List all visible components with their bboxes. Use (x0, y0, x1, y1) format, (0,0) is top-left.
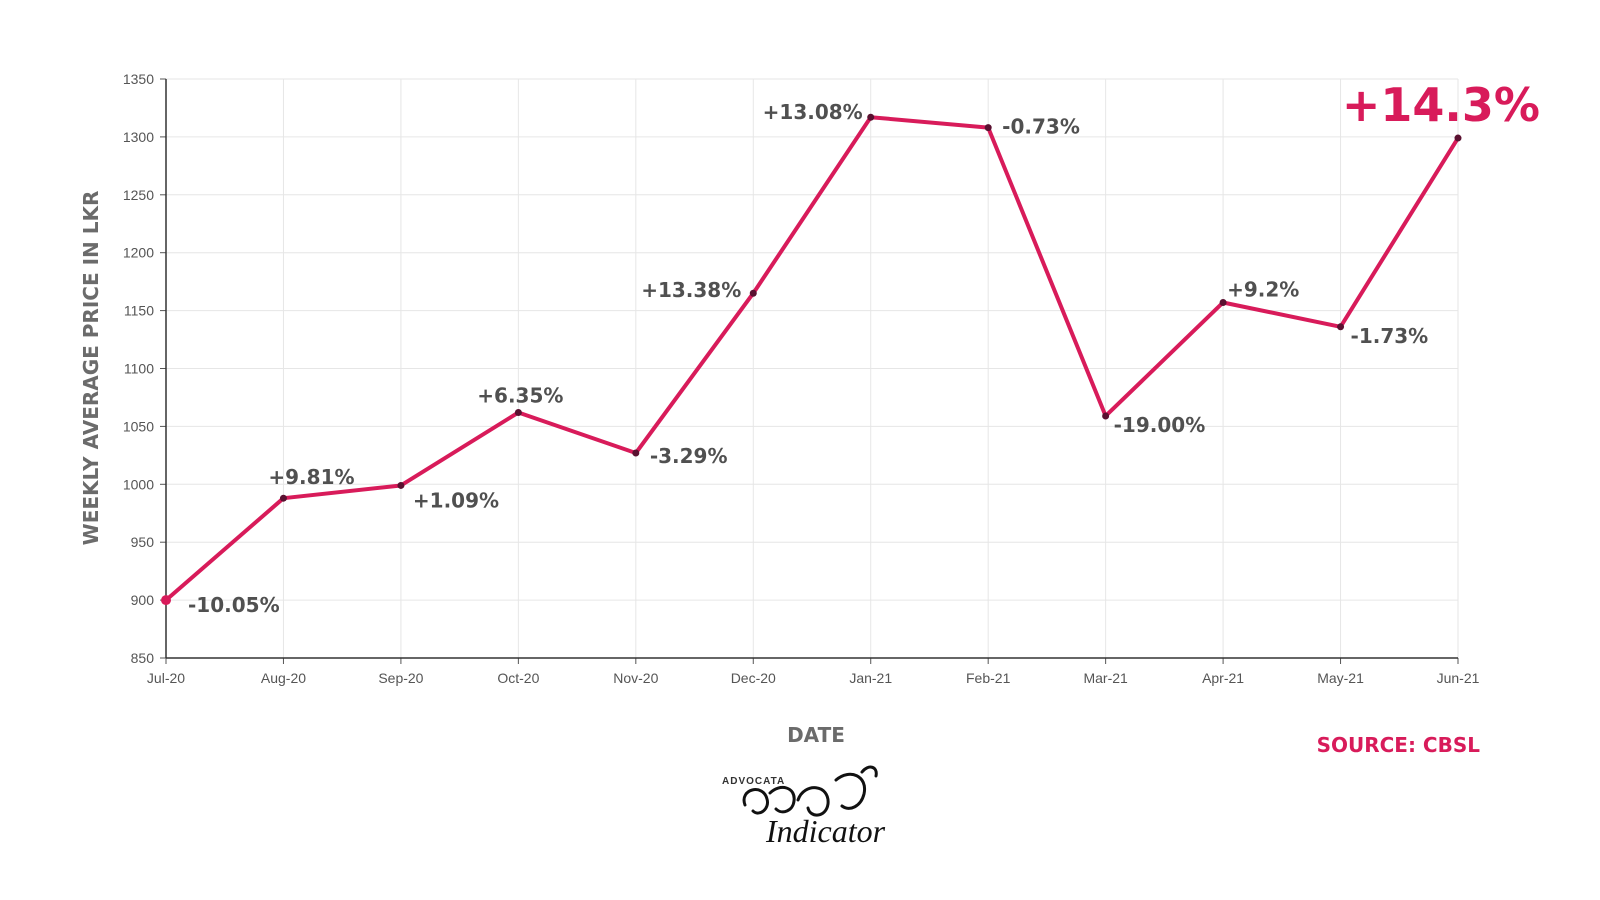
x-tick-label: Oct-20 (497, 670, 539, 686)
data-point (1219, 298, 1227, 306)
y-tick-label: 850 (131, 650, 155, 666)
x-tick-label: Aug-20 (261, 670, 306, 686)
y-tick-label: 1100 (124, 361, 154, 377)
logo-brand-text: ADVOCATA (722, 776, 785, 787)
x-tick-label: May-21 (1317, 670, 1364, 686)
y-tick-label: 1150 (124, 303, 154, 319)
data-point (1454, 134, 1462, 142)
data-labels: -10.05% +9.81% +1.09% +6.35% -3.29% +13.38% +1… (188, 78, 1540, 617)
series-line-group (164, 115, 1460, 603)
data-point (161, 595, 171, 606)
data-point (279, 494, 287, 502)
y-tick-labels: 850 900 950 1000 1050 1100 1150 1200 1250 1300 135… (123, 71, 154, 666)
data-label: -3.29% (650, 444, 728, 468)
x-tick-label: Apr-21 (1202, 670, 1244, 686)
logo-script-mark (742, 765, 878, 817)
y-tick-label: 1300 (123, 129, 154, 145)
data-label-highlight: +14.3% (1342, 78, 1540, 132)
x-tick-label: Jan-21 (849, 670, 892, 686)
x-tick-label: Mar-21 (1083, 670, 1128, 686)
y-tick-label: 1050 (123, 418, 154, 434)
data-point (867, 113, 875, 121)
x-tick-label: Jul-20 (147, 670, 185, 686)
logo-word-text: Indicator (765, 813, 886, 849)
advocata-logo: ADVOCATA Indicator (722, 765, 886, 849)
x-tick-labels: Jul-20 Aug-20 Sep-20 Oct-20 Nov-20 Dec-20 Jan-… (147, 670, 1480, 686)
series-line (164, 115, 1460, 603)
y-tick-label: 1200 (123, 245, 154, 261)
data-label: +6.35% (477, 384, 563, 408)
data-point (1337, 323, 1345, 331)
data-points (161, 113, 1462, 606)
data-point (397, 481, 405, 489)
y-tick-label: 1350 (123, 71, 154, 87)
gridlines (165, 78, 1459, 659)
data-point (1102, 412, 1110, 420)
data-point (632, 449, 640, 457)
axes (160, 78, 1459, 664)
y-tick-label: 950 (131, 534, 155, 550)
data-label: +1.09% (413, 488, 499, 512)
y-tick-label: 900 (131, 592, 155, 608)
x-tick-label: Dec-20 (731, 670, 776, 686)
data-label: -19.00% (1114, 413, 1206, 437)
data-point (984, 124, 992, 132)
data-label: +13.38% (641, 278, 741, 302)
data-point (749, 289, 757, 297)
y-axis-title: WEEKLY AVERAGE PRICE IN LKR (79, 191, 103, 546)
data-label: -0.73% (1002, 115, 1080, 139)
x-tick-label: Nov-20 (613, 670, 658, 686)
data-label: +9.81% (268, 465, 354, 489)
x-axis-title: DATE (787, 723, 845, 747)
data-point (514, 409, 522, 417)
y-tick-label: 1250 (123, 187, 154, 203)
data-label: +9.2% (1227, 277, 1299, 301)
x-tick-label: Jun-21 (1437, 670, 1480, 686)
source-label: SOURCE: CBSL (1317, 733, 1481, 757)
x-tick-label: Sep-20 (378, 670, 423, 686)
x-tick-label: Feb-21 (966, 670, 1011, 686)
data-label: +13.08% (763, 100, 863, 124)
data-label: -1.73% (1351, 324, 1429, 348)
data-label: -10.05% (188, 593, 280, 617)
y-tick-label: 1000 (123, 476, 154, 492)
